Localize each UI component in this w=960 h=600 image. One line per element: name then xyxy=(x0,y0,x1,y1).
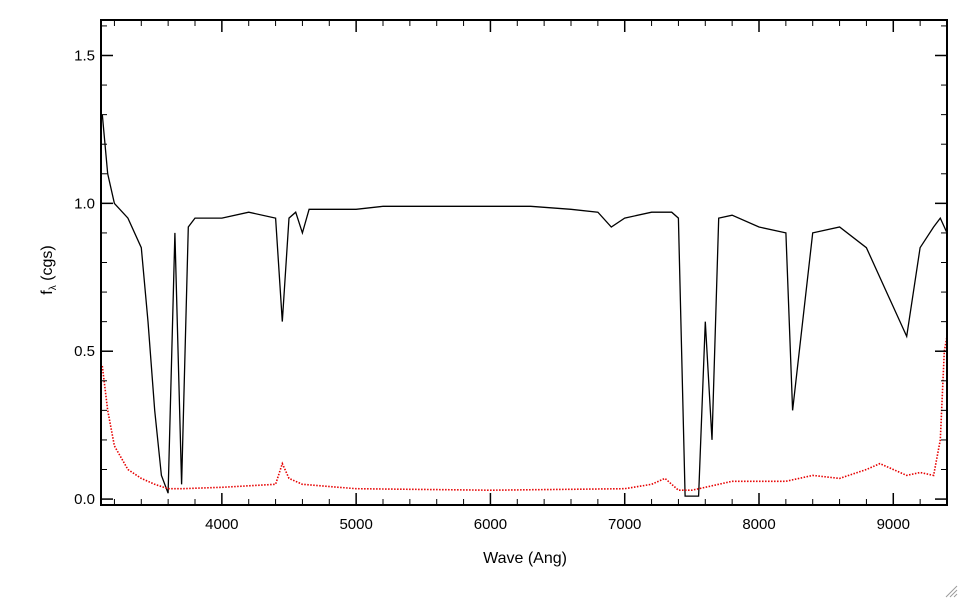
resize-grip-icon[interactable] xyxy=(944,584,958,598)
y-axis-label-sub: λ xyxy=(48,285,59,290)
x-tick-label: 6000 xyxy=(474,516,507,533)
series-line-flux xyxy=(101,114,948,497)
axis-ticks: 4000 5000 6000 7000 8000 9000 0.0 0.5 1.0 1.5 xyxy=(74,20,948,533)
y-tick-label: 0.5 xyxy=(74,343,95,360)
x-tick-label: 9000 xyxy=(877,516,910,533)
y-axis-label-unit: (cgs) xyxy=(39,245,56,285)
plot-frame xyxy=(100,19,948,506)
y-axis-label: fλ (cgs) xyxy=(39,245,59,294)
x-tick-label: 8000 xyxy=(742,516,775,533)
series-layer xyxy=(101,114,948,497)
x-tick-label: 4000 xyxy=(205,516,238,533)
y-tick-label: 1.0 xyxy=(74,195,95,212)
y-tick-label: 1.5 xyxy=(74,47,95,64)
x-tick-label: 5000 xyxy=(339,516,372,533)
x-tick-label: 7000 xyxy=(608,516,641,533)
x-axis-label: Wave (Ang) xyxy=(483,550,567,567)
series-line-error xyxy=(101,336,948,492)
y-axis-label-main: f xyxy=(39,290,56,295)
plot-border xyxy=(100,19,948,506)
y-tick-label: 0.0 xyxy=(74,491,95,508)
